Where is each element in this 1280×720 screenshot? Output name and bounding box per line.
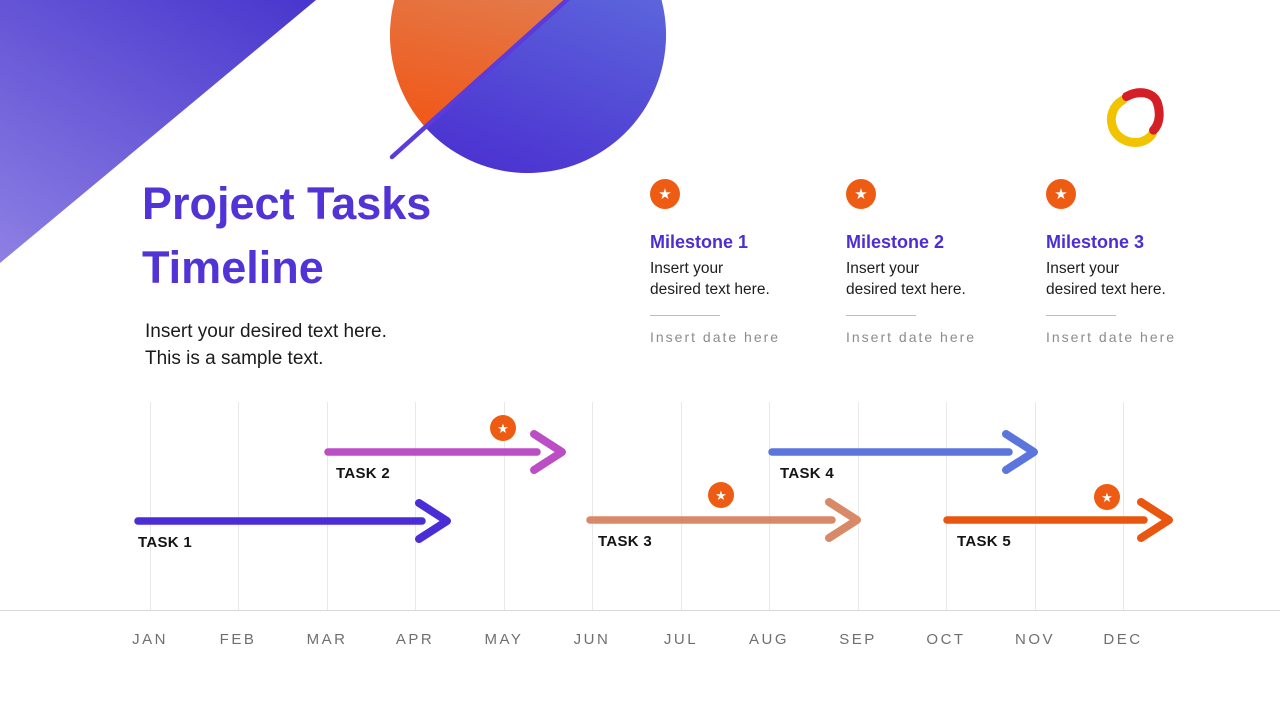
circle-blue-half	[425, 0, 667, 174]
month-gridline	[150, 402, 151, 610]
star-icon: ★	[854, 185, 868, 203]
milestone-date: Insert date here	[650, 329, 781, 345]
month-label: MAY	[484, 631, 524, 648]
task-label: TASK 3	[598, 533, 653, 550]
arrow-head	[1137, 498, 1173, 542]
month-label: JAN	[132, 631, 168, 648]
star-badge-icon: ★	[1094, 484, 1120, 510]
milestone-card-2: ★ Milestone 2 Insert your desired text h…	[846, 179, 1016, 345]
month-gridline	[592, 402, 593, 610]
task-arrow	[586, 498, 861, 542]
milestone-card-1: ★ Milestone 1 Insert your desired text h…	[650, 179, 820, 345]
star-icon: ★	[658, 185, 672, 203]
task-bar-4: TASK 4	[768, 424, 1039, 482]
task-arrow	[324, 430, 566, 474]
month-label: DEC	[1103, 631, 1143, 648]
task-label: TASK 5	[957, 533, 1012, 550]
month-label: MAR	[306, 631, 348, 648]
task-arrow	[943, 498, 1173, 542]
circle-orange-half	[389, 0, 568, 128]
arrow-head	[1002, 430, 1038, 474]
star-icon: ★	[497, 420, 509, 436]
star-badge-icon: ★	[846, 179, 876, 209]
month-gridline	[504, 402, 505, 610]
milestone-title: Milestone 3	[1046, 232, 1145, 252]
star-badge-icon: ★	[1046, 179, 1076, 209]
month-label: FEB	[219, 631, 257, 648]
brand-logo-icon	[1106, 88, 1164, 147]
divider	[846, 315, 916, 316]
month-gridline	[946, 402, 947, 610]
arrow-head	[825, 498, 861, 542]
month-gridline	[769, 402, 770, 610]
month-gridline	[1035, 402, 1036, 610]
month-label: AUG	[748, 631, 789, 648]
milestone-date: Insert date here	[846, 329, 977, 345]
task-bar-1: TASK 1	[134, 493, 452, 551]
star-badge-icon: ★	[650, 179, 680, 209]
star-badge-icon: ★	[490, 415, 516, 441]
slide-title: Project Tasks Timeline	[142, 178, 432, 293]
star-icon: ★	[1054, 185, 1068, 203]
split-circle-decoration	[389, 0, 667, 174]
star-badge-icon: ★	[708, 482, 734, 508]
task-bar-2: TASK 2	[324, 424, 567, 482]
month-label: SEP	[839, 631, 877, 648]
month-gridline	[327, 402, 328, 610]
logo-yellow-stroke	[1106, 95, 1157, 147]
task-label: TASK 4	[780, 465, 835, 482]
arrow-head	[530, 430, 566, 474]
milestone-title: Milestone 1	[650, 232, 749, 252]
month-gridline	[858, 402, 859, 610]
task-label: TASK 1	[138, 534, 193, 551]
divider	[1046, 315, 1116, 316]
month-label: JUL	[663, 631, 699, 648]
month-label: JUN	[573, 631, 611, 648]
diagonal-line-decoration	[389, 0, 571, 160]
star-icon: ★	[1101, 489, 1113, 505]
task-bar-3: TASK 3	[586, 492, 862, 550]
star-icon: ★	[715, 487, 727, 503]
milestone-text: Insert your desired text here.	[650, 260, 770, 298]
month-label: NOV	[1014, 631, 1055, 648]
divider	[650, 315, 720, 316]
task-arrow	[134, 499, 451, 543]
month-gridline	[238, 402, 239, 610]
month-gridline	[681, 402, 682, 610]
milestone-card-3: ★ Milestone 3 Insert your desired text h…	[1046, 179, 1216, 345]
logo-red-stroke	[1121, 88, 1164, 135]
task-arrow	[768, 430, 1038, 474]
month-gridline	[415, 402, 416, 610]
month-label: OCT	[926, 631, 966, 648]
milestone-text: Insert your desired text here.	[846, 260, 966, 298]
task-label: TASK 2	[336, 465, 391, 482]
milestone-date: Insert date here	[1046, 329, 1177, 345]
arrow-head	[415, 499, 451, 543]
month-gridline	[1123, 402, 1124, 610]
slide-subtitle: Insert your desired text here. This is a…	[145, 321, 387, 369]
milestone-text: Insert your desired text here.	[1046, 260, 1166, 298]
month-label: APR	[395, 631, 435, 648]
task-bar-5: TASK 5	[943, 492, 1174, 550]
milestone-title: Milestone 2	[846, 232, 945, 252]
timeline-axis	[0, 610, 1280, 611]
